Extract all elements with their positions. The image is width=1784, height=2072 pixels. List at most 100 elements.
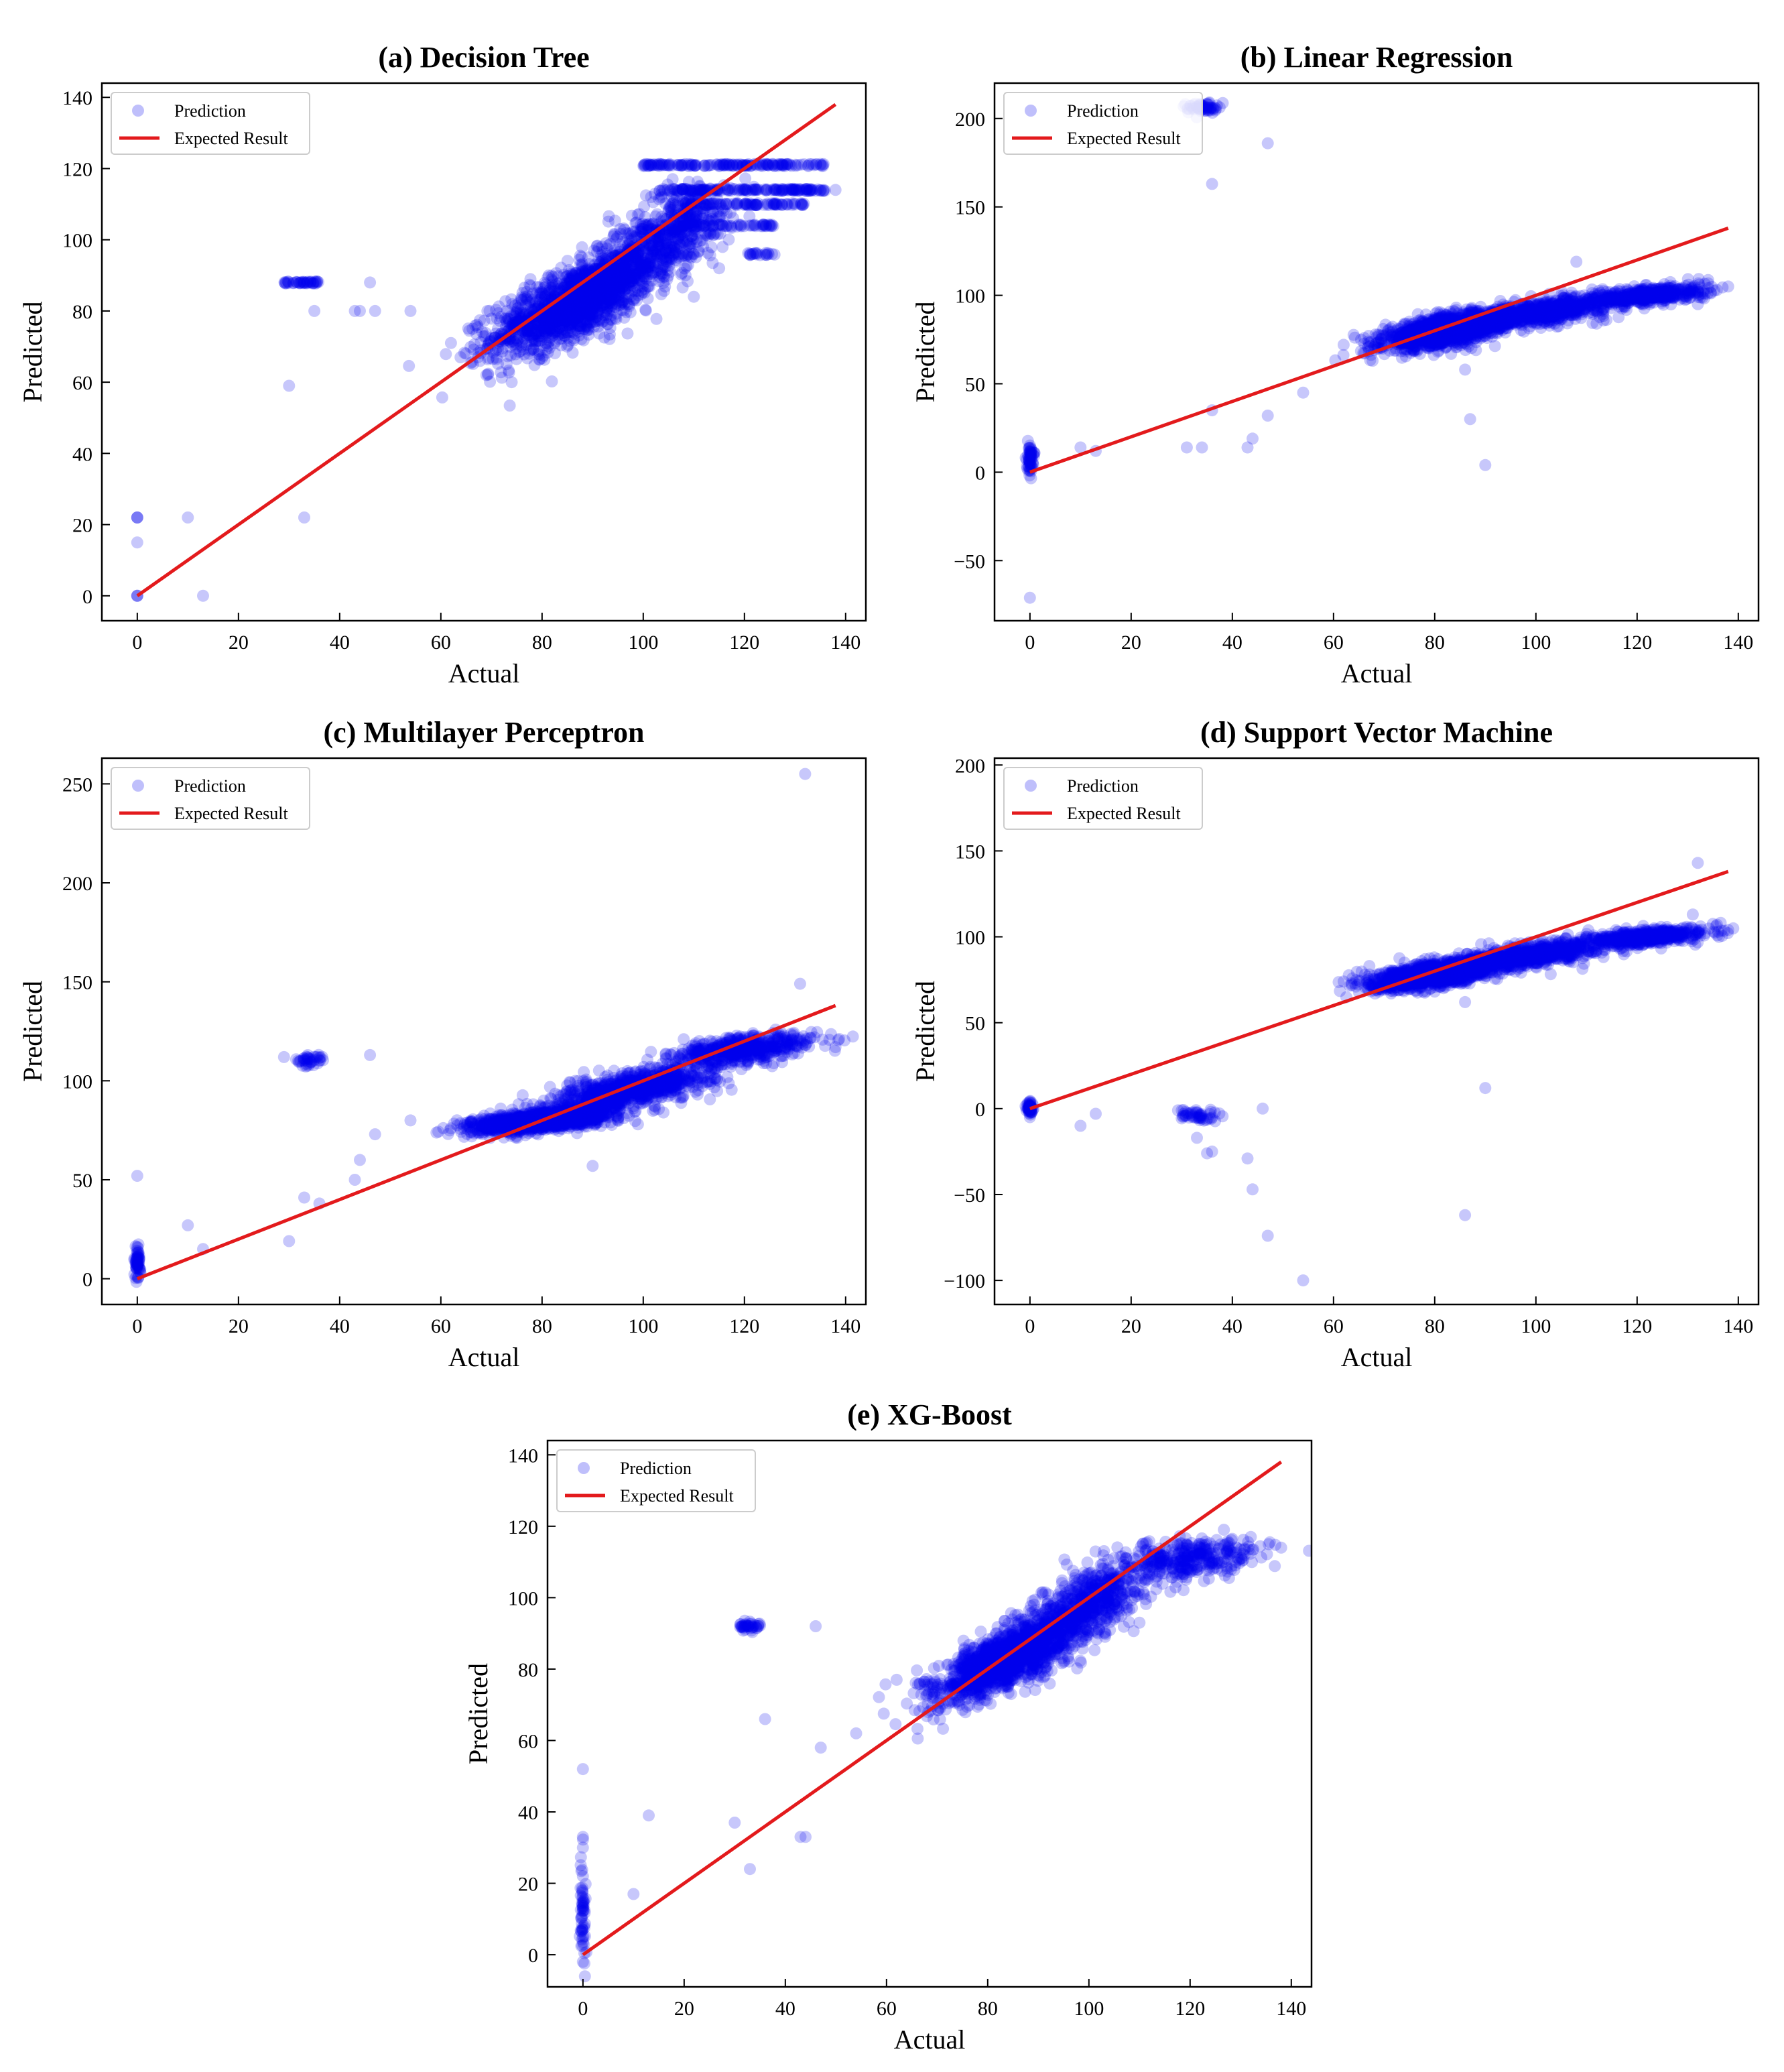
prediction-point <box>618 311 631 324</box>
prediction-point <box>714 219 726 231</box>
prediction-point <box>557 301 570 313</box>
prediction-point <box>538 293 551 306</box>
prediction-point <box>588 290 600 302</box>
prediction-point <box>621 327 634 340</box>
prediction-point <box>537 349 550 362</box>
prediction-point <box>571 318 584 330</box>
prediction-point <box>627 293 639 306</box>
prediction-point <box>590 285 603 298</box>
prediction-point <box>579 302 592 314</box>
prediction-point <box>623 271 635 284</box>
prediction-point <box>505 349 517 362</box>
prediction-point <box>592 289 605 301</box>
prediction-point <box>685 220 698 233</box>
prediction-point <box>622 270 635 283</box>
prediction-point <box>615 304 628 316</box>
prediction-point <box>535 352 548 365</box>
prediction-point <box>620 292 633 305</box>
prediction-point <box>558 307 571 320</box>
prediction-point <box>527 344 540 357</box>
prediction-point <box>552 314 564 327</box>
prediction-point <box>602 276 615 289</box>
prediction-point <box>566 316 578 328</box>
prediction-point <box>594 314 607 327</box>
prediction-point <box>559 314 572 326</box>
prediction-point <box>526 334 539 347</box>
prediction-point <box>546 312 559 324</box>
prediction-point <box>597 315 610 328</box>
prediction-point <box>609 300 621 313</box>
y-tick-label: 100 <box>62 230 92 252</box>
prediction-point <box>592 292 605 305</box>
prediction-point <box>548 322 561 334</box>
prediction-point <box>665 253 678 265</box>
prediction-point <box>647 267 659 279</box>
prediction-point <box>586 286 599 299</box>
prediction-point <box>617 222 630 235</box>
prediction-point <box>538 353 551 366</box>
prediction-point <box>650 312 663 325</box>
x-tick-label: 40 <box>330 631 350 654</box>
prediction-point <box>618 298 631 310</box>
prediction-point <box>527 343 539 356</box>
prediction-point <box>609 277 622 290</box>
prediction-point <box>564 275 576 288</box>
prediction-point <box>598 292 611 305</box>
prediction-point <box>577 305 590 318</box>
prediction-point <box>600 283 613 296</box>
prediction-point <box>539 288 552 301</box>
prediction-point <box>592 278 605 290</box>
prediction-point <box>576 285 588 298</box>
prediction-point <box>586 294 598 307</box>
prediction-point <box>572 312 584 324</box>
prediction-point <box>574 286 586 298</box>
prediction-point <box>550 305 562 318</box>
prediction-point <box>592 284 605 297</box>
prediction-point <box>539 278 552 291</box>
prediction-point <box>518 325 531 338</box>
prediction-point <box>501 312 514 324</box>
prediction-point <box>602 249 615 262</box>
prediction-point <box>593 303 606 316</box>
prediction-point <box>644 261 657 273</box>
prediction-point <box>625 253 637 266</box>
prediction-point <box>590 291 602 303</box>
prediction-point <box>532 330 545 343</box>
prediction-point <box>574 315 586 328</box>
prediction-point <box>515 339 527 351</box>
prediction-point <box>586 298 599 310</box>
prediction-point <box>534 321 546 334</box>
prediction-point <box>562 326 574 339</box>
prediction-point <box>616 291 628 304</box>
prediction-point <box>529 327 542 339</box>
prediction-point <box>538 320 551 332</box>
x-tick-label: 0 <box>132 631 142 654</box>
prediction-point <box>590 275 603 288</box>
prediction-point <box>564 300 576 312</box>
prediction-point <box>482 367 495 380</box>
prediction-point <box>535 292 548 304</box>
prediction-point <box>604 289 617 302</box>
prediction-point <box>532 299 545 311</box>
prediction-point <box>566 271 579 284</box>
prediction-point <box>491 312 503 324</box>
prediction-point <box>573 329 585 342</box>
prediction-point <box>458 347 470 359</box>
prediction-point <box>602 239 615 251</box>
prediction-point <box>598 292 611 304</box>
prediction-point <box>578 322 591 335</box>
prediction-point <box>539 327 552 339</box>
prediction-point <box>549 285 562 298</box>
prediction-point <box>542 318 555 330</box>
prediction-point <box>524 280 537 292</box>
prediction-point <box>550 324 562 337</box>
prediction-point <box>810 158 822 171</box>
prediction-point <box>639 304 652 317</box>
prediction-point <box>612 270 624 283</box>
prediction-point <box>539 290 552 302</box>
prediction-point <box>520 327 533 339</box>
prediction-point <box>789 184 802 196</box>
prediction-point <box>576 241 588 253</box>
prediction-point <box>615 279 628 292</box>
prediction-point <box>576 261 588 273</box>
